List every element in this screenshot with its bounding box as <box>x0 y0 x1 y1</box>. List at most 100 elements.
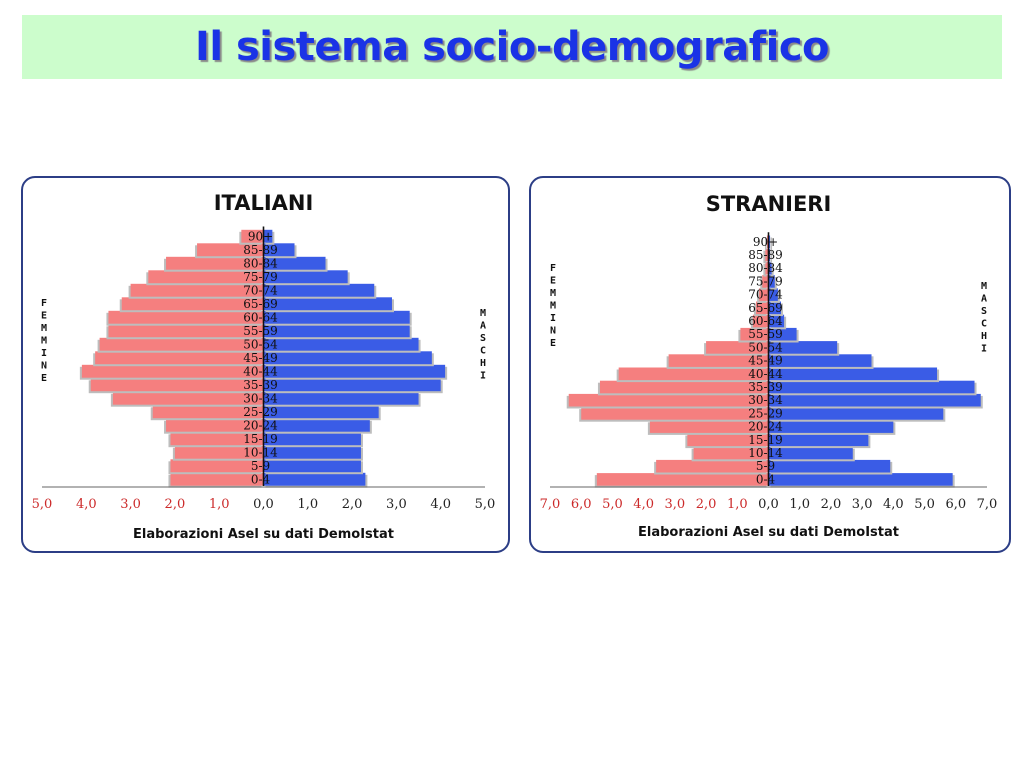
tick-maschi-0,0: 0,0 <box>253 497 274 512</box>
bar-maschi-30-34 <box>768 393 981 407</box>
bar-femmine-5-9 <box>170 459 264 473</box>
bar-femmine-75-79 <box>148 270 264 284</box>
age-label-55-59: 55-59 <box>243 324 278 338</box>
tick-maschi-0,0: 0,0 <box>758 497 779 512</box>
bar-femmine-40-44 <box>81 364 264 378</box>
age-label-0-4: 0-4 <box>756 472 776 486</box>
bar-femmine-50-54 <box>99 337 264 351</box>
age-label-35-39: 35-39 <box>243 378 278 392</box>
tick-maschi-1,0: 1,0 <box>789 497 810 512</box>
tick-femmine-5,0: 5,0 <box>32 497 53 512</box>
bar-femmine-55-59 <box>108 324 264 338</box>
bar-maschi-80-84 <box>263 256 326 270</box>
age-label-80-84: 80-84 <box>243 256 278 270</box>
bar-femmine-65-69 <box>121 297 264 311</box>
age-label-25-29: 25-29 <box>748 406 783 420</box>
bar-femmine-40-44 <box>618 367 769 381</box>
age-label-5-9: 5-9 <box>756 459 775 473</box>
bar-maschi-20-24 <box>263 418 370 432</box>
bar-maschi-75-79 <box>263 270 348 284</box>
tick-femmine-2,0: 2,0 <box>165 497 186 512</box>
source-note-stranieri: Elaborazioni Asel su dati DemoIstat <box>638 525 899 540</box>
tick-femmine-4,0: 4,0 <box>633 497 654 512</box>
bar-femmine-45-49 <box>95 351 264 365</box>
bar-maschi-25-29 <box>263 405 379 419</box>
tick-maschi-3,0: 3,0 <box>852 497 873 512</box>
chart-title-italiani: ITALIANI <box>214 191 314 215</box>
bar-maschi-60-64 <box>263 310 410 324</box>
bar-femmine-30-34 <box>112 391 264 405</box>
age-label-75-79: 75-79 <box>748 274 783 288</box>
bar-maschi-5-9 <box>768 459 891 473</box>
tick-femmine-2,0: 2,0 <box>696 497 717 512</box>
chart-title-stranieri: STRANIERI <box>706 192 832 216</box>
age-label-60-64: 60-64 <box>748 314 783 328</box>
bar-femmine-30-34 <box>568 393 769 407</box>
bar-femmine-50-54 <box>706 341 769 354</box>
age-label-10-14: 10-14 <box>243 445 278 459</box>
bar-maschi-35-39 <box>263 378 441 392</box>
bar-maschi-50-54 <box>263 337 419 351</box>
age-label-50-54: 50-54 <box>748 340 783 354</box>
bar-femmine-25-29 <box>581 407 769 420</box>
bar-maschi-0-4 <box>263 472 366 486</box>
age-label-30-34: 30-34 <box>748 393 783 407</box>
bar-maschi-65-69 <box>263 297 392 311</box>
tick-maschi-2,0: 2,0 <box>342 497 363 512</box>
bar-maschi-90+ <box>263 229 273 243</box>
age-label-40-44: 40-44 <box>243 364 278 378</box>
bar-femmine-20-24 <box>166 418 264 432</box>
bar-maschi-75-79 <box>768 275 775 288</box>
pyramid-chart-italiani: ITALIANI0-45-910-1415-1920-2425-2930-343… <box>32 191 496 542</box>
bar-maschi-70-74 <box>263 283 375 297</box>
bar-maschi-20-24 <box>768 420 894 433</box>
bar-femmine-15-19 <box>170 432 264 446</box>
bar-maschi-35-39 <box>768 380 975 394</box>
bar-femmine-60-64 <box>752 314 769 328</box>
age-label-85-89: 85-89 <box>748 248 783 262</box>
bar-femmine-90+ <box>241 229 264 243</box>
tick-maschi-4,0: 4,0 <box>883 497 904 512</box>
bar-maschi-5-9 <box>263 459 361 473</box>
bar-maschi-55-59 <box>263 324 410 338</box>
bar-femmine-0-4 <box>596 473 769 486</box>
age-label-80-84: 80-84 <box>748 261 783 275</box>
bar-maschi-45-49 <box>263 351 432 365</box>
tick-maschi-7,0: 7,0 <box>977 497 998 512</box>
bar-maschi-25-29 <box>768 407 944 420</box>
tick-femmine-6,0: 6,0 <box>571 497 592 512</box>
age-label-25-29: 25-29 <box>243 405 278 419</box>
bar-maschi-65-69 <box>768 301 781 315</box>
bar-femmine-20-24 <box>649 420 769 433</box>
tick-maschi-1,0: 1,0 <box>297 497 318 512</box>
bar-femmine-60-64 <box>108 310 264 324</box>
age-label-70-74: 70-74 <box>748 288 783 302</box>
tick-maschi-4,0: 4,0 <box>430 497 451 512</box>
source-note-italiani: Elaborazioni Asel su dati DemoIstat <box>133 527 394 542</box>
bar-femmine-15-19 <box>687 433 769 447</box>
bar-femmine-10-14 <box>693 446 769 460</box>
bar-maschi-40-44 <box>768 367 938 381</box>
page-title: Il sistema socio-demografico <box>194 24 830 70</box>
age-label-85-89: 85-89 <box>243 243 278 257</box>
bar-femmine-25-29 <box>152 405 264 419</box>
bar-femmine-85-89 <box>197 243 264 257</box>
age-label-90+: 90+ <box>753 235 778 249</box>
tick-femmine-7,0: 7,0 <box>540 497 561 512</box>
bar-femmine-45-49 <box>668 354 769 367</box>
title-band: Il sistema socio-demografico <box>22 15 1002 79</box>
bar-maschi-10-14 <box>263 445 361 459</box>
tick-femmine-3,0: 3,0 <box>120 497 141 512</box>
bar-maschi-80-84 <box>768 261 772 275</box>
bar-maschi-50-54 <box>768 341 838 354</box>
age-label-30-34: 30-34 <box>243 391 278 405</box>
age-label-20-24: 20-24 <box>243 418 278 432</box>
bar-femmine-0-4 <box>170 472 264 486</box>
bar-femmine-55-59 <box>740 327 769 341</box>
tick-maschi-5,0: 5,0 <box>914 497 935 512</box>
bar-femmine-35-39 <box>90 378 264 392</box>
tick-femmine-1,0: 1,0 <box>727 497 748 512</box>
